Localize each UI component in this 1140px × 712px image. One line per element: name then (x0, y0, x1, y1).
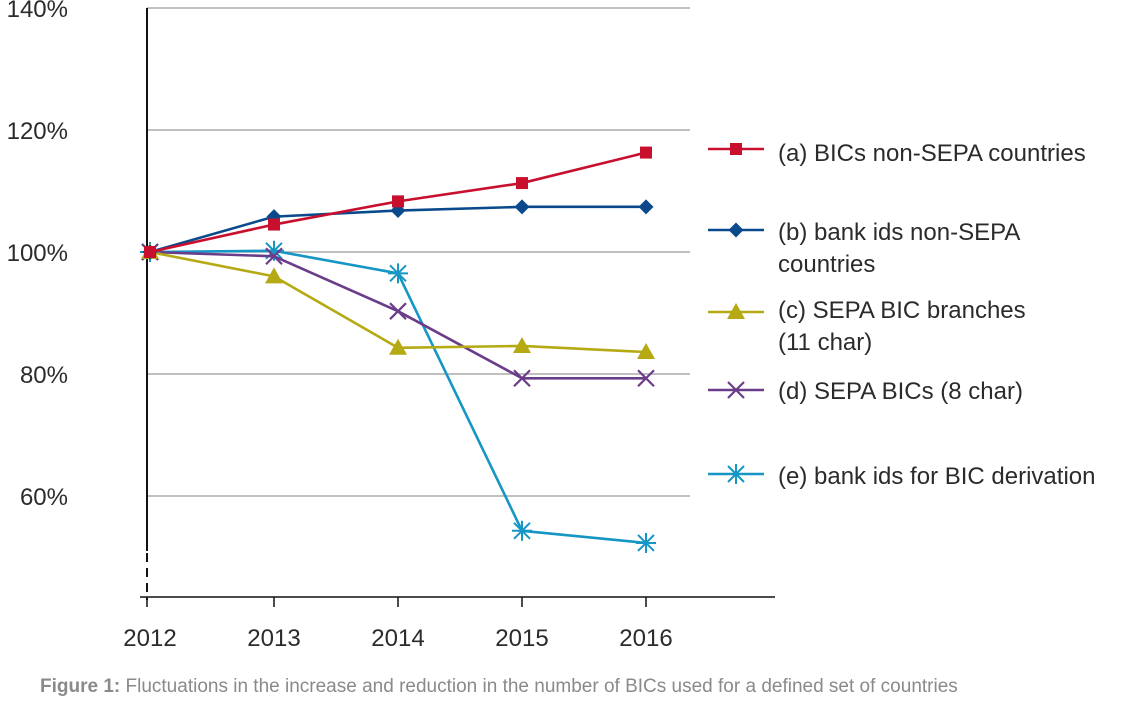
legend-swatch (708, 464, 764, 484)
y-tick-labels: 60% 80% 100% 120% 140% (7, 0, 68, 511)
y-tick-label: 120% (7, 118, 68, 145)
x-tick-label: 2015 (495, 625, 548, 652)
y-tick-label: 60% (20, 484, 68, 511)
y-tick-label: 100% (7, 240, 68, 267)
data-point (638, 199, 654, 215)
data-point (637, 343, 655, 360)
legend-label-d-line1: (d) SEPA BICs (8 char) (778, 378, 1023, 405)
legend-item-b: (b) bank ids non-SEPA countries (708, 219, 1020, 278)
data-point (265, 267, 283, 284)
x-tick-label: 2014 (371, 625, 424, 652)
legend-swatch-marker (726, 464, 746, 484)
data-point (514, 199, 530, 215)
line-chart: 60%80%100%120%140% 2012 2013 2014 2015 2016 … (7, 0, 1096, 652)
legend-swatch (708, 303, 764, 319)
legend-swatch-marker (727, 303, 745, 319)
legend-swatch-marker (728, 222, 744, 238)
legend: (a) BICs non-SEPA countries (b) bank ids… (708, 140, 1095, 490)
data-point (388, 263, 408, 284)
caption-text: Fluctuations in the increase and reducti… (120, 676, 958, 697)
series-e (140, 240, 656, 553)
legend-swatch (708, 381, 764, 399)
x-tick-label: 2016 (619, 625, 672, 652)
data-point (513, 369, 531, 388)
data-point (512, 520, 532, 541)
legend-label-e-line1: (e) bank ids for BIC derivation (778, 463, 1095, 490)
axes (140, 8, 775, 607)
data-point (389, 338, 407, 355)
caption-lead: Figure 1: (40, 676, 121, 697)
legend-item-c: (c) SEPA BIC branches (11 char) (708, 297, 1026, 356)
series-group (140, 146, 656, 553)
series-line (149, 249, 647, 545)
legend-item-e: (e) bank ids for BIC derivation (708, 463, 1095, 490)
figure-caption: Figure 1: Fluctuations in the increase a… (40, 676, 958, 698)
legend-label-a-line1: (a) BICs non-SEPA countries (778, 140, 1086, 167)
x-tick-labels: 2012 2013 2014 2015 2016 (123, 625, 672, 652)
data-point (516, 177, 528, 190)
legend-swatch (708, 222, 764, 238)
data-point (636, 532, 656, 553)
data-point (392, 195, 404, 208)
legend-label-c-line2: (11 char) (778, 329, 872, 356)
legend-item-a: (a) BICs non-SEPA countries (708, 140, 1086, 167)
y-tick-label: 80% (20, 362, 68, 389)
data-point (637, 369, 655, 388)
legend-label-c-line1: (c) SEPA BIC branches (778, 297, 1026, 324)
data-point (389, 302, 407, 320)
legend-label-b-line2: countries (778, 251, 875, 278)
data-point (268, 218, 280, 231)
data-point (265, 247, 283, 266)
data-point (144, 246, 156, 258)
legend-label-b-line1: (b) bank ids non-SEPA (778, 219, 1020, 246)
series-c (141, 243, 655, 360)
data-point (640, 146, 652, 159)
series-a (144, 146, 652, 258)
legend-swatch-marker (730, 143, 742, 155)
legend-swatch (708, 143, 764, 155)
legend-swatch-marker (727, 381, 745, 399)
series-d (141, 243, 655, 388)
legend-item-d: (d) SEPA BICs (8 char) (708, 378, 1023, 405)
x-tick-label: 2012 (123, 625, 176, 652)
y-tick-label: 140% (7, 0, 68, 23)
data-point (513, 336, 531, 353)
x-tick-label: 2013 (247, 625, 300, 652)
